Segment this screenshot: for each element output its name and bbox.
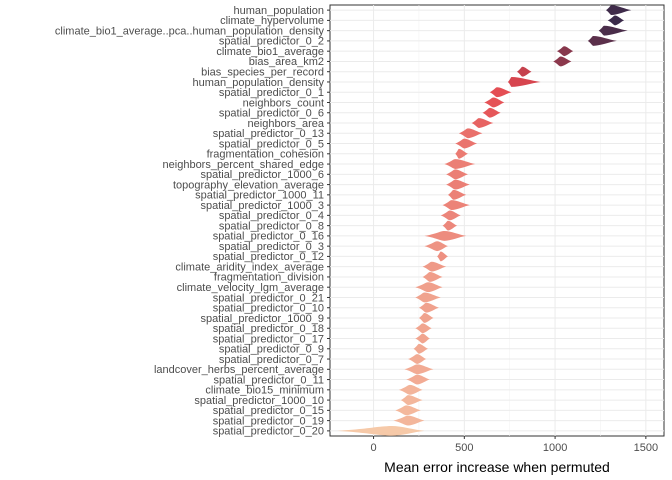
grid-lines xyxy=(330,5,664,436)
violin-spatial_predictor_0_19 xyxy=(393,415,425,426)
y-tick-label: spatial_predictor_0_18 xyxy=(213,323,324,335)
y-tick-label: neighbors_count xyxy=(243,97,324,109)
y-tick-label: spatial_predictor_0_9 xyxy=(219,344,324,356)
y-tick-label: climate_bio1_average..pca..human_populat… xyxy=(55,25,325,37)
y-tick-label: climate_bio1_average xyxy=(216,46,324,58)
violin-climate_bio1_average..pca..human_population_density xyxy=(598,25,628,36)
y-tick-label: human_population xyxy=(233,5,324,17)
y-tick-label: climate_bio15_minimum xyxy=(205,385,324,397)
y-axis-labels: human_populationclimate_hypervolumeclima… xyxy=(55,5,330,438)
violin-landcover_herbs_percent_average xyxy=(404,364,434,375)
y-tick-label: climate_hypervolume xyxy=(220,15,324,27)
y-tick-label: neighbors_area xyxy=(248,118,325,130)
y-tick-label: spatial_predictor_1000_11 xyxy=(195,190,324,202)
violin-spatial_predictor_0_20 xyxy=(337,425,425,436)
y-tick-label: spatial_predictor_1000_3 xyxy=(200,200,324,212)
violin-fragmentation_cohesion xyxy=(455,148,468,159)
y-tick-label: spatial_predictor_0_15 xyxy=(213,405,324,417)
y-tick-label: human_population_density xyxy=(193,77,325,89)
y-tick-label: spatial_predictor_0_8 xyxy=(219,220,324,232)
violin-spatial_predictor_0_11 xyxy=(406,374,430,385)
violin-spatial_predictor_0_1 xyxy=(489,87,512,98)
violin-spatial_predictor_0_12 xyxy=(437,251,448,262)
violin-climate_aridity_index_average xyxy=(422,261,447,272)
violin-spatial_predictor_1000_10 xyxy=(400,395,423,406)
violin-spatial_predictor_0_2 xyxy=(587,35,617,46)
y-tick-label: spatial_predictor_0_4 xyxy=(219,210,324,222)
violin-spatial_predictor_0_15 xyxy=(395,405,421,416)
y-tick-label: spatial_predictor_0_21 xyxy=(213,292,324,304)
violin-fragmentation_division xyxy=(422,272,443,282)
y-tick-label: spatial_predictor_0_19 xyxy=(213,415,324,427)
violin-spatial_predictor_0_4 xyxy=(440,210,461,221)
violin-spatial_predictor_0_18 xyxy=(415,323,432,334)
y-tick-label: spatial_predictor_0_20 xyxy=(213,426,324,438)
x-axis: 0 500 1000 1500 xyxy=(371,436,658,454)
violin-spatial_predictor_0_7 xyxy=(408,354,427,364)
y-tick-label: fragmentation_cohesion xyxy=(207,149,324,161)
y-tick-label: topography_elevation_average xyxy=(173,179,324,191)
y-tick-label: spatial_predictor_0_1 xyxy=(219,87,324,99)
y-tick-label: fragmentation_division xyxy=(214,272,324,284)
y-tick-label: spatial_predictor_0_11 xyxy=(214,374,324,386)
y-tick-label: bias_area_km2 xyxy=(249,56,324,68)
y-tick-label: spatial_predictor_0_7 xyxy=(219,354,324,366)
violin-spatial_predictor_1000_6 xyxy=(446,169,468,180)
y-tick-label: spatial_predictor_1000_9 xyxy=(200,313,324,325)
x-tick-label: 1500 xyxy=(634,442,658,454)
violin-bias_species_per_record xyxy=(516,66,532,77)
y-tick-label: spatial_predictor_1000_6 xyxy=(200,169,324,181)
x-tick-label: 1000 xyxy=(543,442,567,454)
y-tick-label: spatial_predictor_0_5 xyxy=(219,138,324,150)
violin-climate_bio15_minimum xyxy=(398,384,423,395)
y-tick-label: spatial_predictor_0_6 xyxy=(219,108,324,120)
violin-spatial_predictor_0_21 xyxy=(415,292,441,303)
y-tick-label: spatial_predictor_0_2 xyxy=(219,36,324,48)
violin-topography_elevation_average xyxy=(446,179,470,190)
violin-spatial_predictor_1000_3 xyxy=(442,200,470,211)
x-tick-label: 0 xyxy=(371,442,377,454)
y-tick-label: spatial_predictor_1000_10 xyxy=(194,395,324,407)
violin-climate_bio1_average xyxy=(556,46,574,57)
y-tick-label: neighbors_percent_shared_edge xyxy=(163,159,324,171)
violin-spatial_predictor_1000_9 xyxy=(418,313,434,323)
y-tick-label: spatial_predictor_0_16 xyxy=(213,231,324,243)
x-tick-label: 500 xyxy=(455,442,473,454)
y-tick-label: spatial_predictor_0_13 xyxy=(213,128,324,140)
violin-spatial_predictor_0_16 xyxy=(424,230,467,241)
violin-neighbors_percent_shared_edge xyxy=(444,159,476,169)
violin-spatial_predictor_0_3 xyxy=(424,241,448,252)
violin-spatial_predictor_0_5 xyxy=(455,138,478,149)
violin-spatial_predictor_0_6 xyxy=(482,107,501,118)
violin-neighbors_area xyxy=(471,118,494,128)
violin-neighbors_count xyxy=(484,97,505,108)
y-tick-label: spatial_predictor_0_12 xyxy=(213,251,324,263)
y-tick-label: spatial_predictor_0_10 xyxy=(213,303,324,315)
violin-climate_velocity_lgm_average xyxy=(415,282,443,293)
y-tick-label: climate_velocity_lgm_average xyxy=(177,282,324,294)
violin-human_population_density xyxy=(507,77,541,87)
y-tick-label: bias_species_per_record xyxy=(201,67,324,79)
violin-spatial_predictor_0_9 xyxy=(413,343,429,354)
violin-climate_hypervolume xyxy=(607,15,625,26)
y-tick-label: climate_aridity_index_average xyxy=(175,261,324,273)
y-tick-label: spatial_predictor_0_17 xyxy=(213,333,324,345)
violin-bias_area_km2 xyxy=(553,56,572,67)
violin-spatial_predictor_0_10 xyxy=(418,302,439,313)
violin-spatial_predictor_0_8 xyxy=(442,220,458,231)
y-tick-label: landcover_herbs_percent_average xyxy=(154,364,324,376)
y-tick-label: spatial_predictor_0_3 xyxy=(219,241,324,253)
panel-background xyxy=(329,4,665,437)
violin-human_population xyxy=(605,5,632,16)
x-axis-title: Mean error increase when permuted xyxy=(384,459,610,475)
violin-marks xyxy=(337,5,632,436)
violin-spatial_predictor_1000_11 xyxy=(447,189,467,200)
violin-spatial_predictor_0_17 xyxy=(415,333,430,344)
violin-spatial_predictor_0_13 xyxy=(458,128,483,139)
